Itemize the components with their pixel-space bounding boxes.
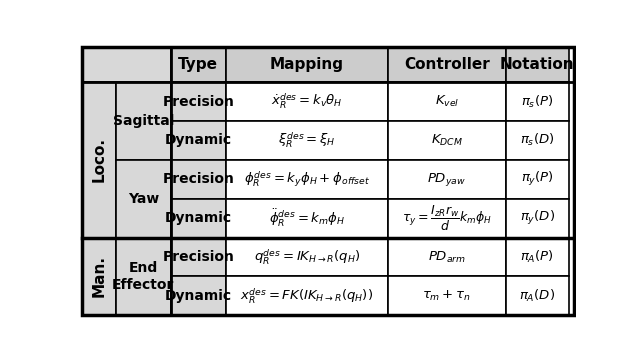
Bar: [506, 160, 568, 199]
Text: $\pi_A(D)$: $\pi_A(D)$: [519, 288, 556, 304]
Bar: [226, 160, 388, 199]
Bar: [506, 47, 568, 82]
Text: $q_R^{des} = IK_{H\rightarrow R}(q_H)$: $q_R^{des} = IK_{H\rightarrow R}(q_H)$: [253, 247, 360, 267]
Bar: [506, 82, 568, 121]
Text: $K_{DCM}$: $K_{DCM}$: [431, 133, 463, 148]
Bar: [83, 82, 116, 238]
Text: Dynamic: Dynamic: [165, 211, 232, 225]
Text: $PD_{arm}$: $PD_{arm}$: [428, 250, 466, 265]
Bar: [506, 121, 568, 160]
Bar: [226, 276, 388, 315]
Text: Man.: Man.: [92, 256, 107, 298]
Bar: [388, 238, 506, 276]
Text: $\ddot{\phi}_R^{des} = k_m\phi_H$: $\ddot{\phi}_R^{des} = k_m\phi_H$: [269, 208, 345, 229]
Bar: [388, 199, 506, 238]
Bar: [116, 82, 171, 160]
Text: Dynamic: Dynamic: [165, 289, 232, 303]
Bar: [171, 121, 226, 160]
Text: Type: Type: [179, 57, 218, 72]
Text: End
Effector: End Effector: [112, 261, 175, 292]
Text: $\pi_y(P)$: $\pi_y(P)$: [521, 170, 554, 188]
Text: Dynamic: Dynamic: [165, 134, 232, 148]
Bar: [506, 276, 568, 315]
Text: $\tau_m + \tau_n$: $\tau_m + \tau_n$: [422, 289, 471, 303]
Bar: [171, 47, 226, 82]
Text: $\pi_s(P)$: $\pi_s(P)$: [521, 93, 554, 109]
Text: Precision: Precision: [163, 172, 234, 186]
Bar: [116, 238, 171, 315]
Text: $\dot{x}_R^{des} = k_v\theta_H$: $\dot{x}_R^{des} = k_v\theta_H$: [271, 92, 343, 111]
Bar: [226, 121, 388, 160]
Bar: [83, 238, 116, 315]
Bar: [506, 238, 568, 276]
Text: Sagittal: Sagittal: [113, 114, 174, 128]
Text: $K_{vel}$: $K_{vel}$: [435, 94, 459, 109]
Bar: [226, 82, 388, 121]
Text: Controller: Controller: [404, 57, 490, 72]
Bar: [388, 47, 506, 82]
Bar: [83, 47, 171, 82]
Text: $\tau_y = \dfrac{I_{zR}r_w}{d}k_m\phi_H$: $\tau_y = \dfrac{I_{zR}r_w}{d}k_m\phi_H$: [402, 204, 492, 233]
Bar: [388, 82, 506, 121]
Bar: [116, 160, 171, 238]
Text: $\xi_R^{des} = \xi_H$: $\xi_R^{des} = \xi_H$: [278, 131, 335, 150]
Text: Loco.: Loco.: [92, 137, 107, 182]
Text: $\pi_s(D)$: $\pi_s(D)$: [520, 132, 554, 149]
Bar: [171, 238, 226, 276]
Bar: [171, 160, 226, 199]
Text: Yaw: Yaw: [128, 192, 159, 206]
Text: $PD_{yaw}$: $PD_{yaw}$: [428, 171, 467, 188]
Bar: [388, 276, 506, 315]
Bar: [171, 276, 226, 315]
Text: $x_R^{des} = FK(IK_{H\rightarrow R}(q_H))$: $x_R^{des} = FK(IK_{H\rightarrow R}(q_H)…: [241, 286, 373, 306]
Text: $\phi_R^{des} = k_y\phi_H + \phi_{offset}$: $\phi_R^{des} = k_y\phi_H + \phi_{offset…: [244, 169, 370, 189]
Bar: [388, 160, 506, 199]
Bar: [171, 82, 226, 121]
Bar: [171, 199, 226, 238]
Text: Precision: Precision: [163, 94, 234, 108]
Text: Precision: Precision: [163, 250, 234, 264]
Text: Notation: Notation: [500, 57, 575, 72]
Bar: [226, 238, 388, 276]
Bar: [226, 47, 388, 82]
Text: $\pi_y(D)$: $\pi_y(D)$: [520, 209, 555, 227]
Bar: [226, 199, 388, 238]
Bar: [388, 121, 506, 160]
Text: Mapping: Mapping: [270, 57, 344, 72]
Bar: [506, 199, 568, 238]
Text: $\pi_A(P)$: $\pi_A(P)$: [520, 249, 554, 265]
